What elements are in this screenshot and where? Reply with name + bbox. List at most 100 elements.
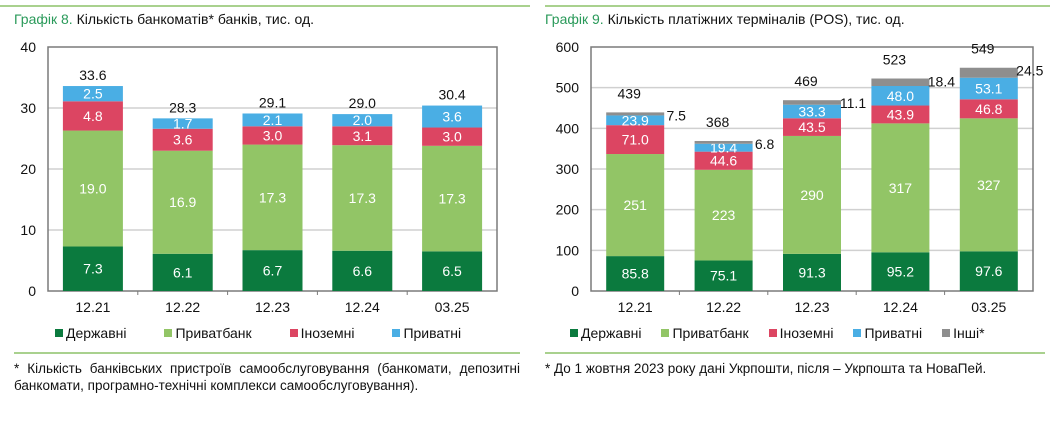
x-tick-label: 03.25 bbox=[971, 299, 1006, 315]
chart8-title: Графік 8. Кількість банкоматів* банків, … bbox=[14, 11, 315, 27]
bar-foreign bbox=[871, 105, 930, 124]
y-tick-label: 20 bbox=[20, 161, 36, 177]
legend-swatch bbox=[853, 329, 862, 337]
bar-privatbank bbox=[959, 118, 1018, 252]
total-label: 368 bbox=[706, 114, 730, 130]
y-tick-label: 0 bbox=[571, 283, 579, 299]
bar-foreign bbox=[606, 125, 665, 155]
x-tick-label: 03.25 bbox=[435, 299, 470, 315]
bar-state bbox=[783, 253, 841, 291]
data-label-state: 6.5 bbox=[442, 263, 462, 279]
legend-label: Приватбанк bbox=[175, 325, 252, 341]
bar-state bbox=[152, 253, 213, 291]
legend-swatch bbox=[661, 329, 670, 337]
legend-item-foreign: Іноземні bbox=[768, 325, 833, 341]
chart8-legend: Державні Приватбанк Іноземні Приватні bbox=[55, 325, 499, 341]
chart8-footnote-rule bbox=[14, 352, 520, 354]
data-label-foreign: 3.0 bbox=[442, 129, 462, 145]
data-label-privatbank: 16.9 bbox=[169, 194, 196, 210]
total-label: 29.0 bbox=[349, 95, 376, 111]
y-tick-label: 30 bbox=[20, 100, 36, 116]
data-label-privatbank: 17.3 bbox=[438, 191, 465, 207]
bar-privatbank bbox=[783, 135, 841, 254]
data-label-state: 85.8 bbox=[622, 266, 649, 282]
chart9-top-rule bbox=[545, 5, 1050, 7]
data-label-privatbank: 223 bbox=[712, 207, 736, 223]
legend-label: Державні bbox=[581, 325, 642, 341]
legend-swatch bbox=[55, 329, 63, 337]
y-tick-label: 400 bbox=[556, 120, 580, 136]
chart9-title: Графік 9. Кількість платіжних терміналів… bbox=[545, 11, 905, 27]
bar-other bbox=[606, 112, 665, 116]
y-tick-label: 300 bbox=[556, 161, 580, 177]
legend-item-state: Державні bbox=[55, 325, 126, 341]
x-tick-label: 12.23 bbox=[255, 299, 290, 315]
bar-private bbox=[332, 114, 393, 127]
total-label: 469 bbox=[794, 73, 818, 89]
data-label-state: 6.1 bbox=[173, 264, 193, 280]
data-label-privatbank: 327 bbox=[977, 177, 1001, 193]
bar-privatbank bbox=[62, 130, 123, 247]
legend-item-private: Приватні bbox=[853, 325, 922, 341]
data-label-other: 18.4 bbox=[928, 74, 955, 90]
data-label-foreign: 46.8 bbox=[975, 101, 1002, 117]
bar-other bbox=[783, 100, 841, 105]
total-label: 523 bbox=[883, 52, 907, 68]
data-label-private: 1.7 bbox=[173, 116, 193, 132]
legend-label: Державні bbox=[66, 325, 127, 341]
legend-swatch bbox=[942, 329, 951, 337]
bar-privatbank bbox=[871, 123, 930, 253]
y-tick-label: 600 bbox=[556, 39, 580, 55]
legend-swatch bbox=[570, 329, 578, 337]
data-label-other: 6.8 bbox=[755, 136, 775, 152]
data-label-foreign: 3.1 bbox=[353, 128, 373, 144]
x-tick-label: 12.22 bbox=[165, 299, 200, 315]
data-label-private: 33.3 bbox=[798, 103, 825, 119]
bar-foreign bbox=[152, 128, 213, 151]
bar-privatbank bbox=[694, 169, 753, 261]
bar-private bbox=[606, 115, 665, 126]
legend-swatch bbox=[768, 329, 777, 337]
data-label-state: 6.7 bbox=[263, 263, 283, 279]
bar-state bbox=[422, 251, 483, 291]
data-label-foreign: 3.0 bbox=[263, 127, 283, 143]
total-label: 28.3 bbox=[169, 99, 196, 115]
legend-item-other: Інші* bbox=[942, 325, 985, 341]
bar-foreign bbox=[242, 126, 303, 145]
bar-state bbox=[694, 260, 753, 291]
bar-state bbox=[606, 256, 665, 291]
legend-item-privatbank: Приватбанк bbox=[661, 325, 749, 341]
data-label-foreign: 4.8 bbox=[83, 108, 103, 124]
chart8-top-rule bbox=[0, 5, 530, 7]
bar-state bbox=[959, 251, 1018, 291]
total-label: 549 bbox=[971, 41, 995, 57]
data-label-state: 7.3 bbox=[83, 261, 103, 277]
bar-private bbox=[242, 113, 303, 127]
chart8-footnote: * Кількість банківських пристроїв самооб… bbox=[14, 361, 520, 393]
y-tick-label: 100 bbox=[556, 242, 580, 258]
x-tick-label: 12.21 bbox=[75, 299, 110, 315]
legend-item-foreign: Іноземні bbox=[289, 325, 355, 341]
data-label-private: 2.1 bbox=[263, 112, 283, 128]
legend-swatch bbox=[392, 329, 401, 337]
x-tick-label: 12.24 bbox=[345, 299, 380, 315]
legend-swatch bbox=[164, 329, 173, 337]
data-label-private: 2.5 bbox=[83, 86, 103, 102]
data-label-state: 6.6 bbox=[353, 263, 373, 279]
legend-label: Іноземні bbox=[300, 325, 355, 341]
total-label: 30.4 bbox=[438, 87, 465, 103]
data-label-foreign: 3.6 bbox=[173, 132, 193, 148]
legend-item-private: Приватні bbox=[392, 325, 461, 341]
data-label-privatbank: 290 bbox=[800, 187, 824, 203]
total-label: 33.6 bbox=[79, 67, 106, 83]
data-label-privatbank: 251 bbox=[624, 197, 648, 213]
bar-other bbox=[694, 140, 753, 144]
bar-state bbox=[332, 250, 393, 291]
chart9-footnote-rule bbox=[545, 352, 1045, 354]
y-tick-label: 500 bbox=[556, 80, 580, 96]
data-label-private: 23.9 bbox=[622, 112, 649, 128]
bar-private bbox=[783, 104, 841, 119]
bar-private bbox=[152, 118, 213, 129]
data-label-private: 48.0 bbox=[887, 88, 914, 104]
bar-state bbox=[62, 246, 123, 291]
